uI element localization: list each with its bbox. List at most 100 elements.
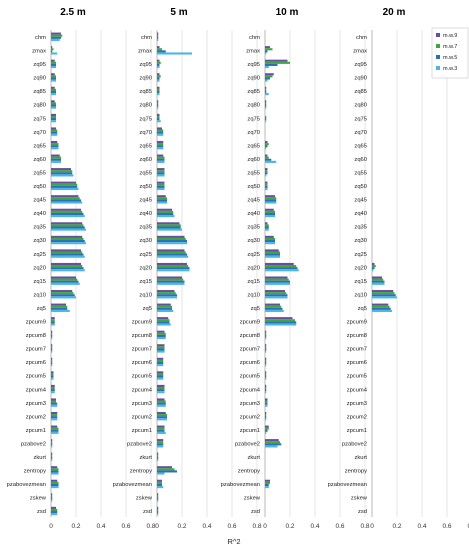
category-label-zpcum1: zpcum1 [26, 428, 46, 434]
bar-m-w-9-chm [51, 32, 61, 35]
bar-m-w-5-zq55 [265, 172, 268, 175]
panel-title: 20 m [383, 7, 406, 18]
x-tick-label: 0 [370, 523, 374, 530]
category-label-zq70: zq70 [139, 130, 152, 136]
bar-m-w-9-zentropy [51, 466, 58, 469]
category-label-zq45: zq45 [33, 198, 46, 204]
bar-m-w-3-zq65 [51, 147, 59, 150]
bar-m-w-5-zpcum5 [265, 375, 267, 378]
bar-m-w-9-zq65 [51, 140, 58, 144]
bar-m-w-3-zq90 [157, 79, 160, 82]
bar-m-w-9-zpcum8 [51, 330, 53, 333]
bar-m-w-5-zq40 [265, 212, 275, 216]
bar-m-w-7-zq40 [265, 210, 275, 213]
bar-m-w-5-zpcum9 [265, 321, 297, 324]
bar-m-w-5-zmax [51, 50, 53, 53]
category-label-zq60: zq60 [354, 157, 367, 163]
legend-swatch-m-w-5 [436, 55, 440, 59]
bar-m-w-3-zq90 [265, 79, 268, 82]
bar-m-w-5-zentropy [157, 470, 177, 473]
bar-m-w-5-zsd [157, 511, 159, 514]
category-label-zkurt: zkurt [33, 455, 46, 461]
category-label-zq65: zq65 [139, 143, 152, 149]
bar-m-w-5-zpcum1 [157, 429, 165, 432]
category-label-zpcum1: zpcum1 [132, 428, 152, 434]
bar-m-w-7-zq50 [265, 183, 268, 186]
bar-m-w-7-zpcum2 [265, 414, 267, 417]
bar-m-w-9-zkurt [51, 452, 53, 455]
category-label-zq90: zq90 [139, 76, 152, 82]
bar-m-w-5-zpcum7 [157, 348, 165, 351]
bar-m-w-3-pzabovezmean [157, 486, 164, 489]
bar-m-w-9-zq5 [372, 303, 389, 306]
category-label-chm: chm [141, 35, 152, 41]
bar-m-w-5-pzabovezmean [265, 483, 269, 487]
bar-m-w-9-zq20 [372, 262, 375, 266]
bar-m-w-9-zq25 [265, 249, 279, 252]
bar-m-w-5-zpcum3 [51, 402, 58, 405]
category-label-zq20: zq20 [33, 265, 46, 271]
bar-m-w-7-zpcum9 [265, 319, 295, 322]
bar-m-w-3-zq5 [51, 309, 70, 312]
bar-m-w-9-zq35 [265, 222, 268, 225]
bar-m-w-9-zq20 [265, 262, 294, 266]
bar-m-w-5-zq15 [372, 280, 385, 283]
bar-m-w-7-zq50 [157, 183, 165, 186]
category-label-zmax: zmax [246, 49, 260, 55]
bar-m-w-3-zpcum8 [157, 336, 166, 340]
category-label-zq95: zq95 [247, 62, 260, 68]
bar-m-w-5-zq40 [157, 212, 174, 216]
bar-m-w-9-zpcum5 [265, 371, 267, 374]
bar-m-w-3-zq80 [51, 106, 56, 109]
bar-m-w-7-zq95 [265, 61, 290, 64]
category-label-zpcum8: zpcum8 [347, 333, 367, 339]
bar-m-w-7-zmax [265, 48, 273, 51]
bar-m-w-9-zpcum6 [51, 357, 53, 360]
bar-m-w-9-zmax [265, 46, 270, 49]
bar-m-w-9-zq95 [157, 59, 160, 62]
bar-m-w-7-zq45 [265, 197, 277, 200]
bar-m-w-7-zpcum6 [51, 359, 53, 362]
bar-m-w-3-zpcum1 [265, 431, 267, 434]
bar-m-w-3-zpcum9 [265, 323, 297, 326]
bar-m-w-3-zq65 [265, 147, 267, 150]
category-label-zskew: zskew [30, 496, 47, 502]
bar-m-w-9-zq30 [265, 235, 274, 238]
panel-10-m: 10 m 0 0.2 0.4 0.6 0.8 chm zmax zq95 zq90 zq85 zq80… [221, 7, 370, 530]
bar-m-w-9-zsd [157, 506, 159, 509]
bar-m-w-7-zq20 [51, 265, 83, 268]
bar-m-w-7-zpcum7 [265, 346, 267, 349]
bar-m-w-5-zkurt [157, 456, 159, 459]
category-label-zq65: zq65 [247, 143, 260, 149]
category-label-zmax: zmax [353, 49, 367, 55]
category-label-zq15: zq15 [247, 279, 260, 285]
bar-m-w-9-zq5 [51, 303, 66, 306]
bar-m-w-5-zq5 [157, 307, 172, 310]
category-label-zq10: zq10 [33, 292, 46, 298]
bar-m-w-5-pzabovezmean [157, 483, 162, 487]
category-label-zq85: zq85 [33, 89, 46, 95]
category-label-zskew: zskew [351, 496, 368, 502]
bar-m-w-5-zpcum5 [157, 375, 164, 378]
bar-m-w-9-zpcum1 [265, 425, 269, 428]
bar-m-w-3-zq90 [51, 79, 56, 82]
bar-m-w-7-zpcum3 [157, 400, 166, 403]
bar-m-w-9-zq50 [265, 181, 268, 184]
bar-m-w-5-zq80 [51, 104, 56, 107]
x-axis-label: R^2 [227, 537, 240, 546]
bar-m-w-3-zq30 [51, 242, 86, 245]
bar-m-w-3-zq45 [265, 201, 277, 204]
bar-m-w-7-zq75 [157, 115, 160, 119]
bar-m-w-7-zpcum5 [265, 373, 267, 376]
bar-m-w-5-zq5 [372, 307, 391, 310]
category-label-zpcum6: zpcum6 [132, 360, 152, 366]
bar-m-w-7-zskew [157, 495, 159, 498]
bar-m-w-3-pzabove2 [265, 445, 278, 448]
bar-m-w-3-zq5 [372, 309, 392, 312]
bar-m-w-7-zq30 [265, 237, 275, 241]
bar-m-w-5-zq95 [265, 63, 278, 66]
category-label-zq30: zq30 [139, 238, 152, 244]
legend-swatch-m-w-3 [436, 66, 440, 70]
bar-m-w-7-zq10 [157, 292, 176, 295]
category-label-zq80: zq80 [354, 103, 367, 109]
